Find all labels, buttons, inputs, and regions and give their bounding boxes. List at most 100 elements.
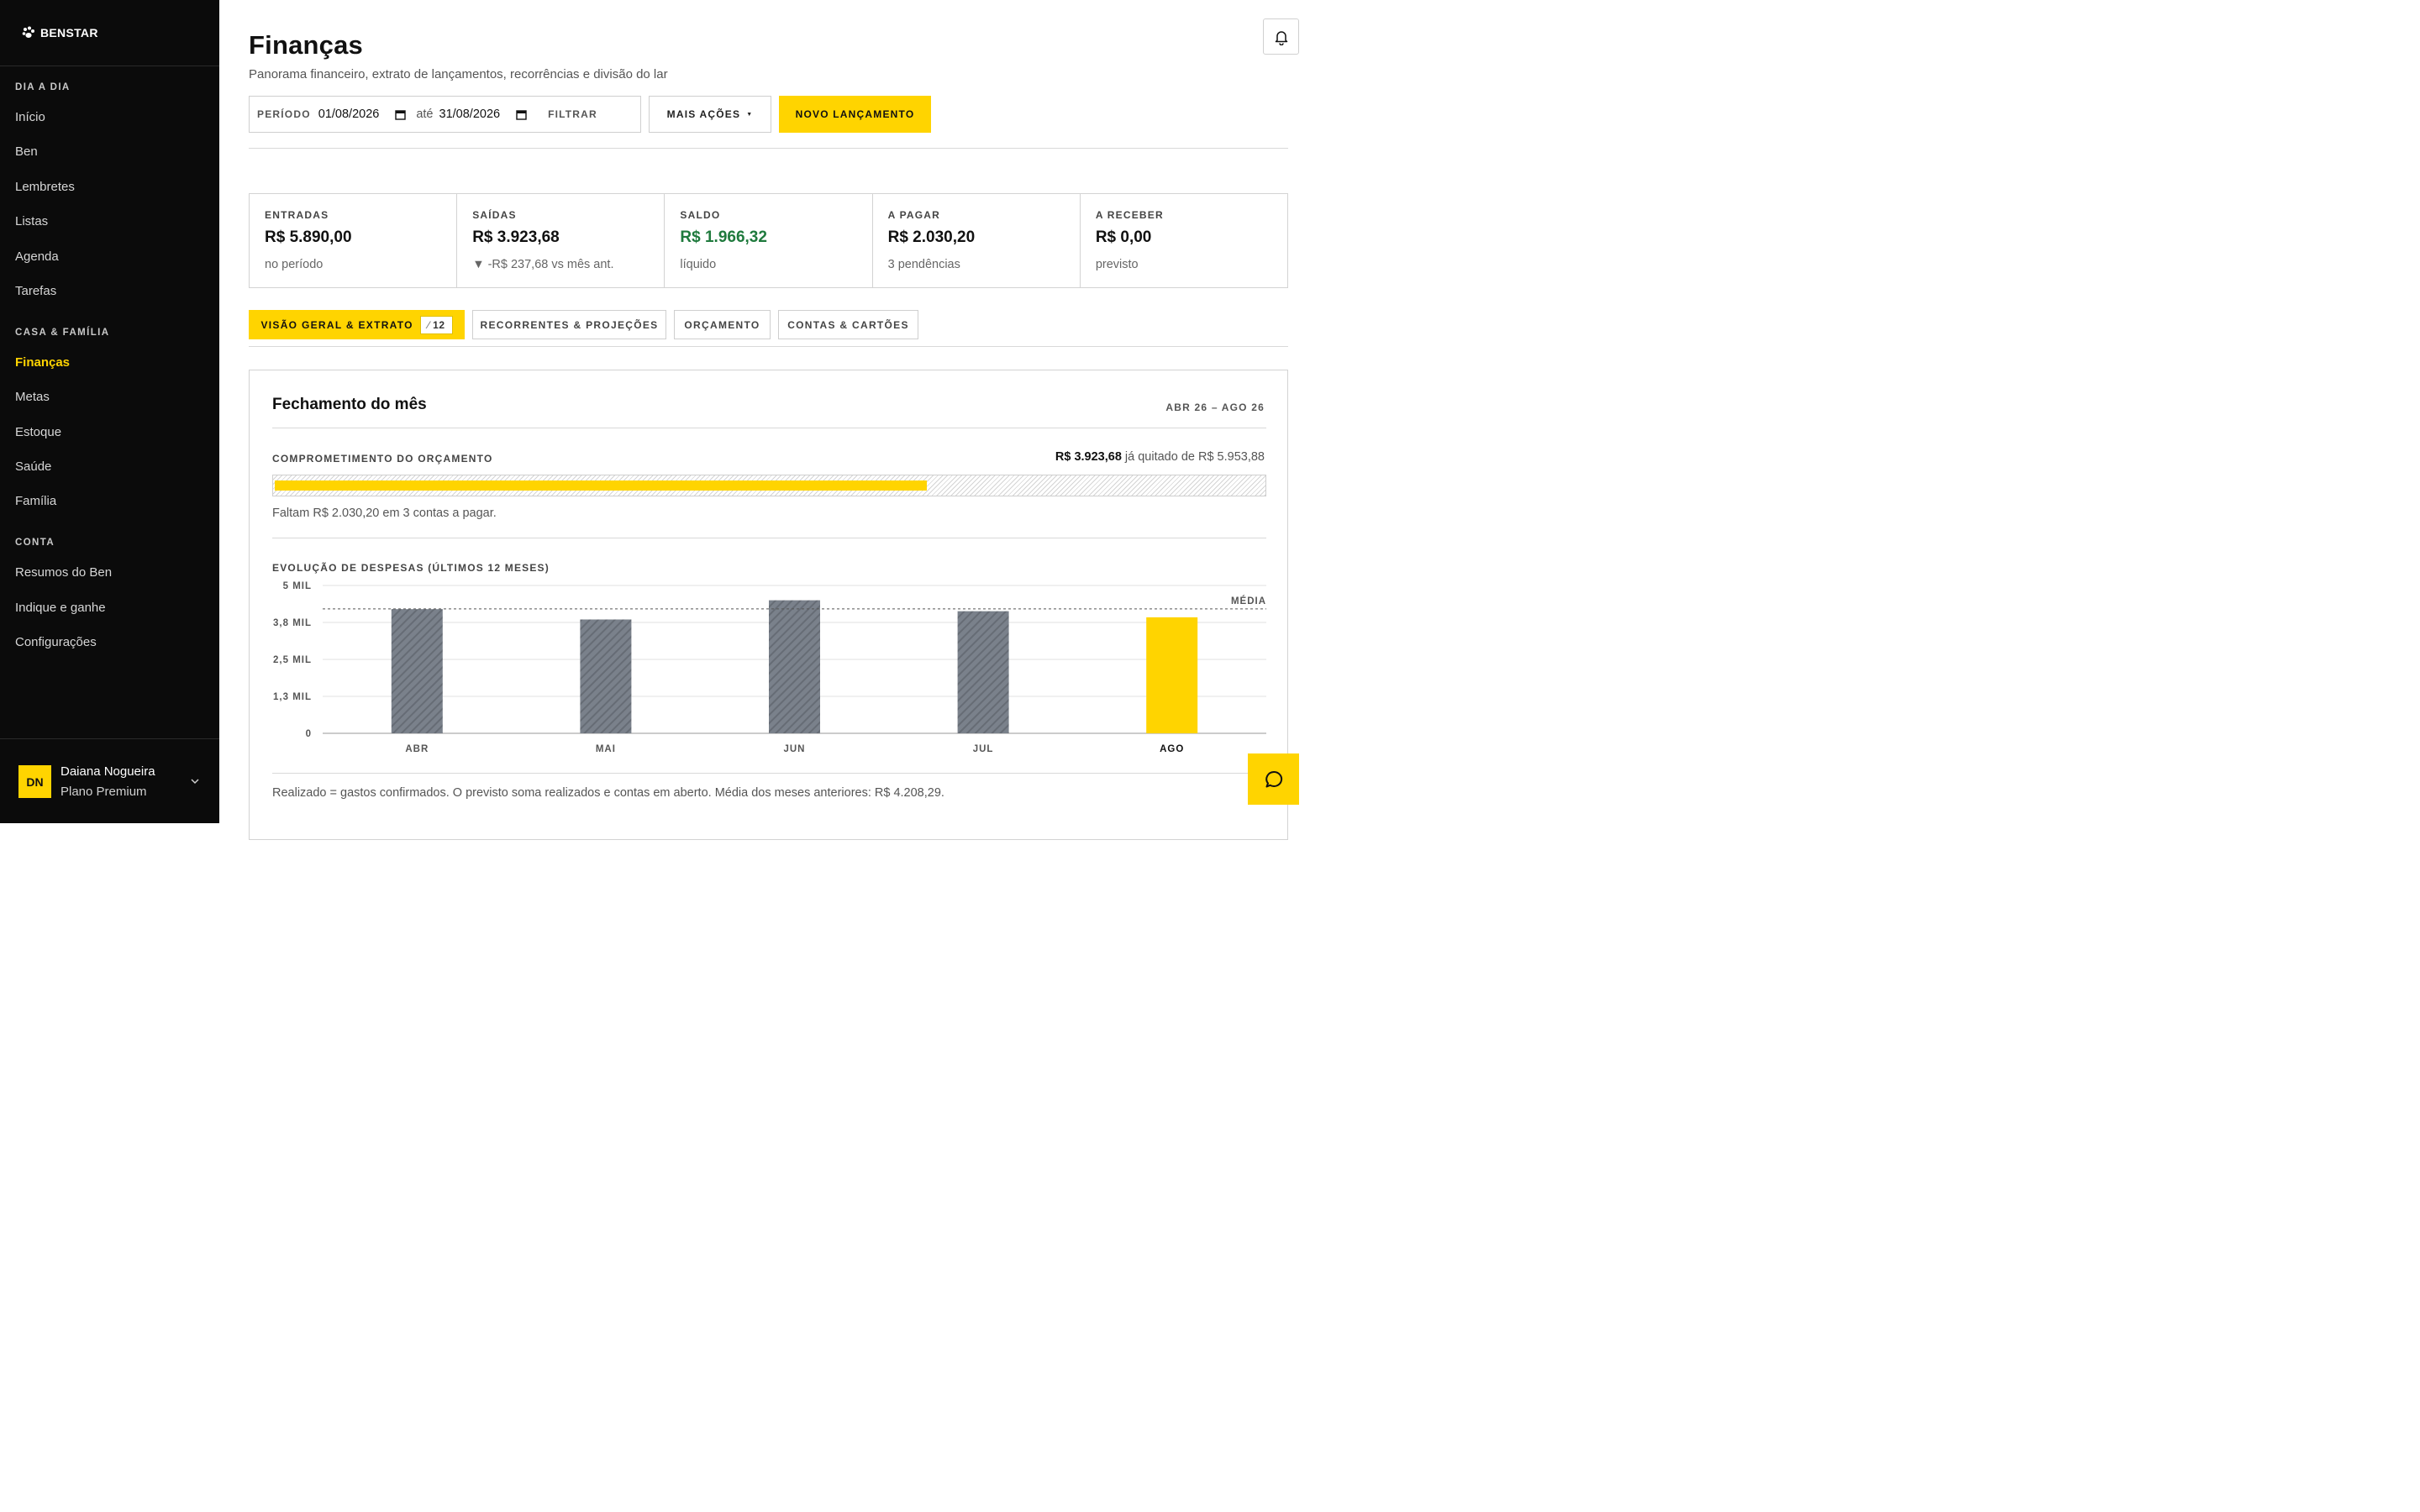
page-title: Finanças: [249, 30, 363, 60]
x-tick-label: JUL: [973, 744, 994, 754]
new-entry-button[interactable]: NOVO LANÇAMENTO: [779, 96, 931, 133]
calendar-icon[interactable]: [395, 109, 407, 120]
stats-row: ENTRADAS R$ 5.890,00 no período SAÍDAS R…: [249, 193, 1288, 288]
expense-chart: 0 1,3 MIL 2,5 MIL 3,8 MIL 5 MIL ABR MAI JUN JUL A…: [273, 581, 1266, 754]
x-tick-label: JUN: [783, 744, 805, 754]
stat-sub: ▼ -R$ 237,68 vs mês ant.: [472, 258, 614, 271]
date-to-input[interactable]: 31/08/2026: [439, 108, 501, 121]
tab-orcamento[interactable]: ORÇAMENTO: [674, 310, 771, 339]
budget-remaining: Faltam R$ 2.030,20 em 3 contas a pagar.: [272, 507, 497, 520]
budget-summary: R$ 3.923,68 já quitado de R$ 5.953,88: [1055, 450, 1265, 464]
sidebar-item-agenda[interactable]: Agenda: [15, 249, 59, 264]
brand-name: BENSTAR: [40, 26, 98, 39]
until-label: até: [416, 108, 434, 121]
stat-sub: líquido: [680, 258, 717, 271]
notifications-button[interactable]: [1263, 18, 1299, 55]
paw-icon: [22, 26, 34, 38]
stat-sub: 3 pendências: [887, 258, 960, 271]
sidebar-item-indique[interactable]: Indique e ganhe: [15, 601, 106, 615]
sidebar-item-listas[interactable]: Listas: [15, 214, 49, 228]
sidebar-item-inicio[interactable]: Início: [15, 110, 45, 124]
main-content: Finanças Panorama financeiro, extrato de…: [219, 0, 1318, 840]
stat-entradas: ENTRADAS R$ 5.890,00 no período: [250, 194, 458, 287]
tab-badge: ⁄ 12: [419, 315, 453, 334]
sidebar-item-financas[interactable]: Finanças: [15, 355, 71, 370]
budget-progress-fill: [275, 480, 927, 491]
stat-label: ENTRADAS: [265, 209, 329, 221]
average-label: MÉDIA: [1231, 596, 1266, 606]
x-tick-label: AGO: [1160, 744, 1184, 754]
calendar-icon[interactable]: [516, 109, 527, 120]
sidebar-item-metas[interactable]: Metas: [15, 390, 50, 404]
tab-label: VISÃO GERAL & EXTRATO: [260, 318, 413, 331]
card-title: Fechamento do mês: [272, 396, 427, 413]
nav-section-casa-familia: CASA & FAMÍLIA: [15, 328, 110, 338]
y-tick-label: 1,3 MIL: [273, 692, 312, 702]
bar-jul: [957, 611, 1009, 733]
bar-jun: [769, 600, 820, 733]
tab-contas-cartoes[interactable]: CONTAS & CARTÕES: [778, 310, 918, 339]
stat-label: A RECEBER: [1095, 209, 1164, 221]
stat-label: SAÍDAS: [472, 209, 517, 221]
filter-button[interactable]: FILTRAR: [548, 108, 597, 120]
chat-bubble-icon: [1265, 770, 1282, 787]
more-actions-label: MAIS AÇÕES: [666, 108, 741, 120]
caret-down-icon: ▼: [746, 111, 754, 118]
x-tick-label: MAI: [596, 744, 616, 754]
sidebar-item-ben[interactable]: Ben: [15, 144, 38, 159]
chart-label: EVOLUÇÃO DE DESPESAS (ÚLTIMOS 12 MESES): [272, 562, 550, 574]
y-tick-label: 0: [306, 729, 312, 739]
stat-value: R$ 0,00: [1095, 228, 1152, 246]
stat-label: SALDO: [680, 209, 721, 221]
tab-recorrentes[interactable]: RECORRENTES & PROJEÇÕES: [472, 310, 666, 339]
sidebar-item-resumos[interactable]: Resumos do Ben: [15, 565, 113, 580]
sidebar-item-tarefas[interactable]: Tarefas: [15, 284, 57, 298]
stat-a-receber: A RECEBER R$ 0,00 previsto: [1081, 194, 1287, 287]
brand-logo[interactable]: BENSTAR: [0, 0, 219, 66]
stat-value: R$ 5.890,00: [265, 228, 352, 246]
user-plan: Plano Premium: [60, 785, 147, 799]
divider: [249, 148, 1288, 149]
budget-label: COMPROMETIMENTO DO ORÇAMENTO: [272, 453, 493, 465]
chat-button[interactable]: [1248, 753, 1299, 805]
stat-sub: no período: [265, 258, 324, 271]
user-name: Daiana Nogueira: [60, 764, 155, 779]
chart-footnote: Realizado = gastos confirmados. O previs…: [272, 786, 944, 800]
chevron-down-icon[interactable]: [190, 776, 200, 786]
divider: [249, 346, 1288, 347]
date-from-input[interactable]: 01/08/2026: [318, 108, 380, 121]
nav-section-dia-a-dia: DIA A DIA: [15, 82, 71, 92]
sidebar-item-configuracoes[interactable]: Configurações: [15, 635, 97, 649]
bar-abr: [391, 609, 443, 733]
stat-saldo: SALDO R$ 1.966,32 líquido: [665, 194, 873, 287]
x-tick-label: ABR: [405, 744, 429, 754]
page-subtitle: Panorama financeiro, extrato de lançamen…: [249, 67, 668, 81]
stat-sub: previsto: [1095, 258, 1139, 271]
bar-ago: [1146, 617, 1198, 733]
stat-saidas: SAÍDAS R$ 3.923,68 ▼ -R$ 237,68 vs mês a…: [457, 194, 666, 287]
nav-section-conta: CONTA: [15, 538, 55, 548]
period-filter: PERÍODO 01/08/2026 até 31/08/2026 FILTRA…: [249, 96, 641, 133]
avatar: DN: [18, 765, 51, 798]
stat-a-pagar: A PAGAR R$ 2.030,20 3 pendências: [873, 194, 1081, 287]
stat-value: R$ 1.966,32: [680, 228, 767, 246]
stat-label: A PAGAR: [887, 209, 941, 221]
y-tick-label: 5 MIL: [283, 581, 312, 591]
budget-paid: R$ 3.923,68: [1055, 450, 1122, 464]
user-menu[interactable]: DN Daiana Nogueira Plano Premium: [0, 738, 219, 823]
sidebar-item-lembretes[interactable]: Lembretes: [15, 180, 75, 194]
y-tick-label: 2,5 MIL: [273, 655, 312, 665]
more-actions-button[interactable]: MAIS AÇÕES ▼: [649, 96, 771, 133]
divider: [272, 773, 1266, 774]
tab-visao-geral[interactable]: VISÃO GERAL & EXTRATO ⁄ 12: [249, 310, 465, 339]
stat-value: R$ 3.923,68: [472, 228, 560, 246]
month-closing-card: Fechamento do mês ABR 26 – AGO 26 COMPRO…: [249, 370, 1288, 840]
sidebar-item-estoque[interactable]: Estoque: [15, 425, 62, 439]
period-label: PERÍODO: [257, 108, 311, 120]
y-tick-label: 3,8 MIL: [273, 618, 312, 628]
bell-icon: [1275, 30, 1287, 45]
sidebar-item-saude[interactable]: Saúde: [15, 459, 52, 474]
card-range: ABR 26 – AGO 26: [1165, 402, 1265, 413]
sidebar-item-familia[interactable]: Família: [15, 494, 57, 508]
budget-progress-bar: [272, 475, 1266, 496]
